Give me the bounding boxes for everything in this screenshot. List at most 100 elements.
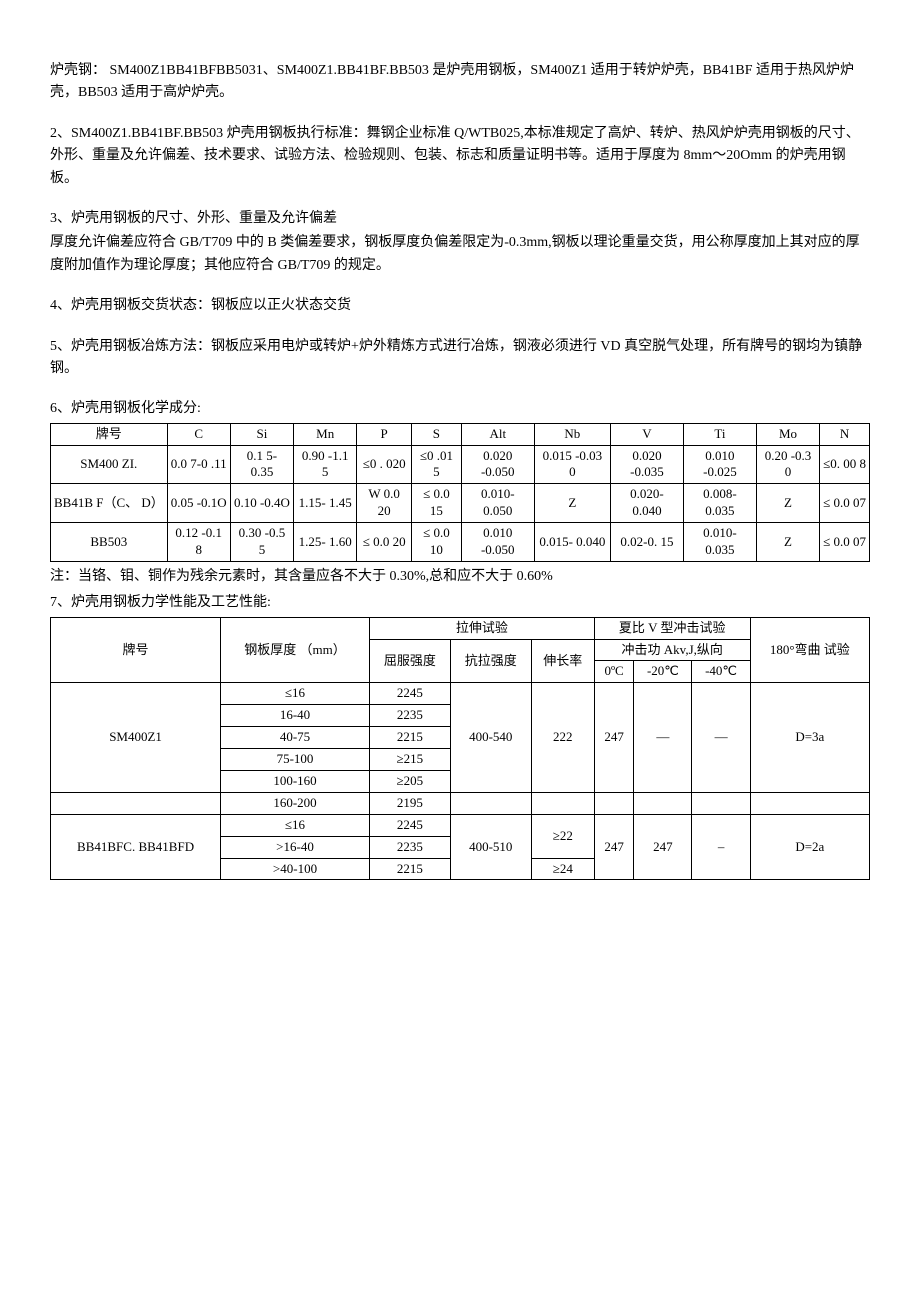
td: ≤ 0.0 10 [411,523,461,562]
table-header-row: 牌号 C Si Mn P S Alt Nb V Ti Mo N [51,423,870,445]
table-row: SM400Z1 ≤16 2245 400-540 222 247 — — D=3… [51,683,870,705]
th: V [610,423,683,445]
td: ≤0 . 020 [357,445,412,484]
th: Ti [683,423,756,445]
th: -20℃ [634,661,692,683]
td [692,792,750,814]
th: Mo [756,423,819,445]
th: Mn [294,423,357,445]
table-row: BB41B F（C、 D） 0.05 -0.1O 0.10 -0.4O 1.15… [51,484,870,523]
td: 400-510 [450,814,531,880]
td: — [692,683,750,792]
table-row: 160-200 2195 [51,792,870,814]
td: ≥215 [369,749,450,771]
th: 钢板厚度 （mm） [221,617,370,683]
td: 0.010- 0.050 [461,484,534,523]
td: 1.15- 1.45 [294,484,357,523]
td: 1.25- 1.60 [294,523,357,562]
paragraph-3b: 厚度允许偏差应符合 GB/T709 中的 B 类偏差要求，钢板厚度负偏差限定为-… [50,232,870,277]
td: 2245 [369,814,450,836]
td: Z [756,523,819,562]
td: Z [756,484,819,523]
th: 牌号 [51,617,221,683]
td: ≤0. 00 8 [820,445,870,484]
td: BB41BFC. BB41BFD [51,814,221,880]
td: 40-75 [221,727,370,749]
th: Nb [534,423,610,445]
th: P [357,423,412,445]
td [594,792,634,814]
td: 0.10 -0.4O [230,484,293,523]
td: 247 [594,683,634,792]
td: 0.12 -0.1 8 [167,523,230,562]
td: D=3a [750,683,869,792]
td: >16-40 [221,836,370,858]
section-6-label: 6、炉壳用钢板化学成分: [50,398,870,420]
td: 2235 [369,705,450,727]
paragraph-3a: 3、炉壳用钢板的尺寸、外形、重量及允许偏差 [50,208,870,230]
td: 247 [594,814,634,880]
td: ≥22 [531,814,594,858]
td [750,792,869,814]
td: 0.05 -0.1O [167,484,230,523]
th: 夏比 V 型冲击试验 [594,617,750,639]
td: 0.010 -0.025 [683,445,756,484]
td: 0.20 -0.3 0 [756,445,819,484]
td: — [634,683,692,792]
td: 222 [531,683,594,792]
td: ≤0 .01 5 [411,445,461,484]
th: 180°弯曲 试验 [750,617,869,683]
paragraph-5: 5、炉壳用钢板冶炼方法：钢板应采用电炉或转炉+炉外精炼方式进行冶炼，钢液必须进行… [50,336,870,381]
td: 0.010 -0.050 [461,523,534,562]
td: 0.30 -0.5 5 [230,523,293,562]
td: ≥205 [369,770,450,792]
th: 伸长率 [531,639,594,683]
td: 247 [634,814,692,880]
paragraph-2: 2、SM400Z1.BB41BF.BB503 炉壳用钢板执行标准：舞钢企业标准 … [50,123,870,190]
td: W 0.0 20 [357,484,412,523]
paragraph-1: 炉壳钢： SM400Z1BB41BFBB5031、SM400Z1.BB41BF.… [50,60,870,105]
th: 冲击功 Akv,J,纵向 [594,639,750,661]
td: 0.0 7-0 .11 [167,445,230,484]
th: 牌号 [51,423,168,445]
td: 0.020 -0.050 [461,445,534,484]
paragraph-4: 4、炉壳用钢板交货状态：钢板应以正火状态交货 [50,295,870,317]
table-row: BB41BFC. BB41BFD ≤16 2245 400-510 ≥22 24… [51,814,870,836]
td: D=2a [750,814,869,880]
td: 400-540 [450,683,531,792]
td: BB41B F（C、 D） [51,484,168,523]
th: N [820,423,870,445]
table-header-row: 牌号 钢板厚度 （mm） 拉伸试验 夏比 V 型冲击试验 180°弯曲 试验 [51,617,870,639]
td: SM400 ZI. [51,445,168,484]
td: 2235 [369,836,450,858]
th: Alt [461,423,534,445]
td: 0.02-0. 15 [610,523,683,562]
td: ≤ 0.0 15 [411,484,461,523]
td: ≥24 [531,858,594,880]
th: 0ºC [594,661,634,683]
th: 抗拉强度 [450,639,531,683]
td: 0.015- 0.040 [534,523,610,562]
td: ≤16 [221,683,370,705]
td: 75-100 [221,749,370,771]
td: 0.015 -0.03 0 [534,445,610,484]
th: 屈服强度 [369,639,450,683]
td: 100-160 [221,770,370,792]
td: SM400Z1 [51,683,221,792]
th: 拉伸试验 [369,617,594,639]
th: -40℃ [692,661,750,683]
td: ≤ 0.0 07 [820,484,870,523]
td [51,792,221,814]
td: BB503 [51,523,168,562]
section-7-label: 7、炉壳用钢板力学性能及工艺性能: [50,592,870,614]
table-row: SM400 ZI. 0.0 7-0 .11 0.1 5- 0.35 0.90 -… [51,445,870,484]
mechanical-properties-table: 牌号 钢板厚度 （mm） 拉伸试验 夏比 V 型冲击试验 180°弯曲 试验 屈… [50,617,870,881]
td: ≤ 0.0 20 [357,523,412,562]
td: 0.020- 0.040 [610,484,683,523]
td: 16-40 [221,705,370,727]
td: 2215 [369,727,450,749]
p1-text: SM400Z1BB41BFBB5031、SM400Z1.BB41BF.BB503… [50,63,854,100]
td: 0.008- 0.035 [683,484,756,523]
th: C [167,423,230,445]
td: 2215 [369,858,450,880]
